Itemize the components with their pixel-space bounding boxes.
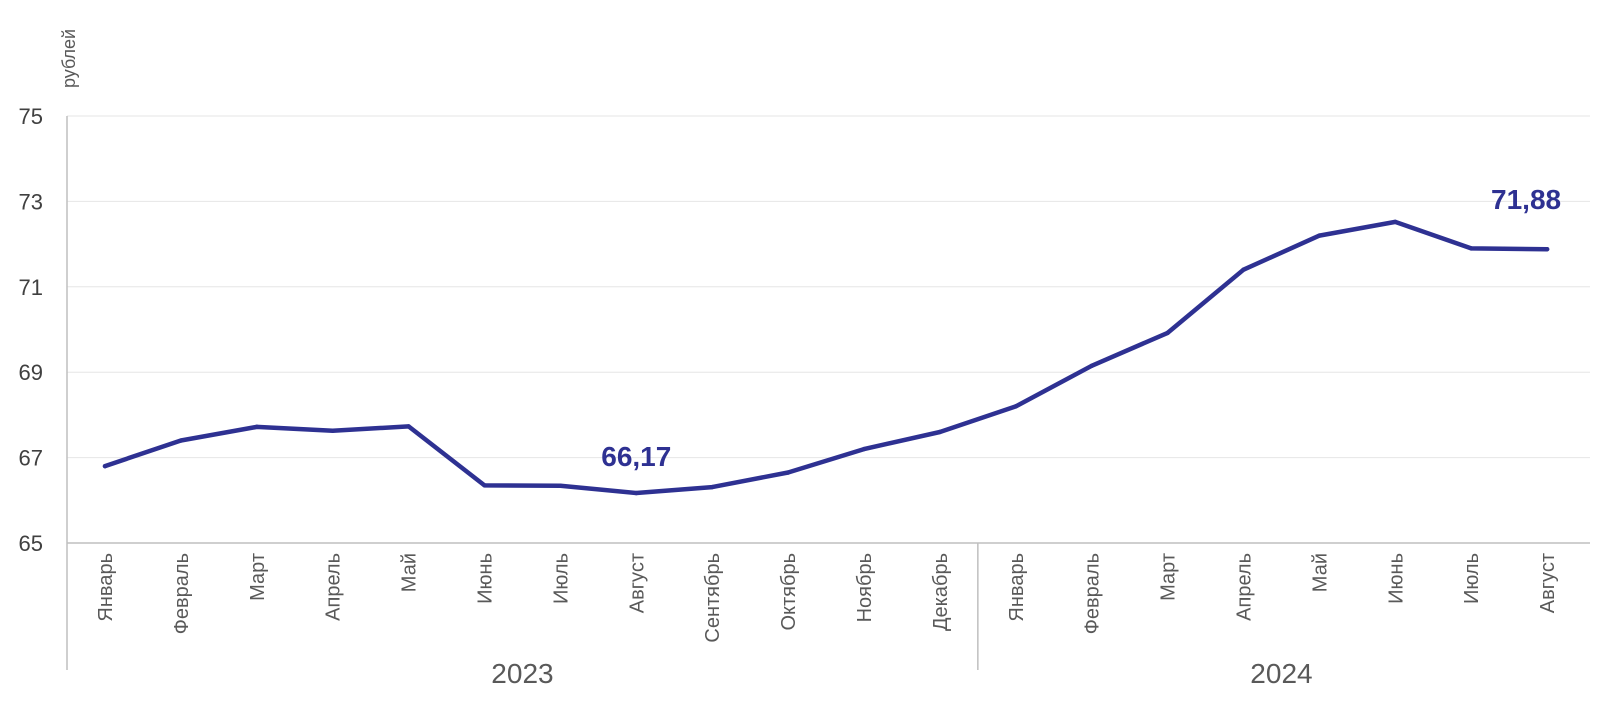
axes xyxy=(66,116,1590,670)
x-axis-tick-labels: Январь Февраль Март Апрель Май Июнь Июль Август… xyxy=(95,553,1559,643)
data-point xyxy=(1089,363,1094,368)
data-labels: 66,17 71,88 xyxy=(601,184,1561,472)
x-tick-label: Февраль xyxy=(171,553,193,634)
y-tick-label: 75 xyxy=(19,104,43,129)
x-tick-label: Ноябрь xyxy=(854,553,876,622)
y-tick-label: 67 xyxy=(19,446,43,471)
x-tick-label: Апрель xyxy=(1234,553,1256,621)
x-tick-label: Май xyxy=(1309,553,1331,592)
x-tick-label: Август xyxy=(1537,553,1559,613)
data-point xyxy=(102,463,108,469)
series xyxy=(102,219,1550,496)
x-tick-label: Февраль xyxy=(1082,553,1104,634)
data-point xyxy=(785,470,791,475)
x-tick-label: Июль xyxy=(1461,553,1483,604)
x-tick-label: Август xyxy=(626,553,648,613)
x-tick-label: Март xyxy=(247,553,269,601)
data-point xyxy=(634,490,639,496)
data-point xyxy=(254,424,259,430)
x-tick-label: Октябрь xyxy=(778,553,800,631)
x-tick-label: Март xyxy=(1158,553,1180,601)
year-group-labels: 2023 2024 xyxy=(491,658,1312,689)
data-point xyxy=(482,483,487,488)
x-tick-label: Январь xyxy=(1006,553,1028,622)
y-axis-unit-label: рублей xyxy=(59,29,79,88)
y-tick-label: 69 xyxy=(19,360,43,385)
y-axis-tick-labels: 75 73 71 69 67 65 xyxy=(19,104,43,556)
data-point xyxy=(861,446,867,452)
series-line xyxy=(102,219,1550,496)
data-point xyxy=(558,483,563,488)
y-tick-label: 65 xyxy=(19,531,43,556)
x-tick-label: Декабрь xyxy=(930,553,952,631)
data-point xyxy=(330,428,335,433)
data-point xyxy=(1393,219,1398,225)
data-point xyxy=(1241,267,1246,272)
data-point xyxy=(1544,247,1550,252)
group-label: 2024 xyxy=(1250,658,1312,689)
data-label: 71,88 xyxy=(1491,184,1561,215)
y-tick-label: 71 xyxy=(19,275,43,300)
data-point xyxy=(1317,233,1322,238)
data-label: 66,17 xyxy=(601,441,671,472)
x-tick-label: Сентябрь xyxy=(702,553,724,643)
data-point xyxy=(1469,246,1474,251)
data-point xyxy=(937,429,943,435)
x-tick-label: Апрель xyxy=(323,553,345,621)
data-point xyxy=(178,438,184,443)
group-label: 2023 xyxy=(491,658,553,689)
data-point xyxy=(1165,330,1170,336)
x-tick-label: Июль xyxy=(550,553,572,604)
data-point xyxy=(1013,404,1018,409)
data-point xyxy=(406,424,411,429)
x-tick-label: Июнь xyxy=(475,553,497,604)
data-point xyxy=(710,484,715,490)
x-tick-label: Май xyxy=(399,553,421,592)
x-tick-label: Июнь xyxy=(1385,553,1407,604)
gridlines xyxy=(67,115,1590,459)
x-tick-label: Январь xyxy=(95,553,117,622)
y-tick-label: 73 xyxy=(19,189,43,214)
